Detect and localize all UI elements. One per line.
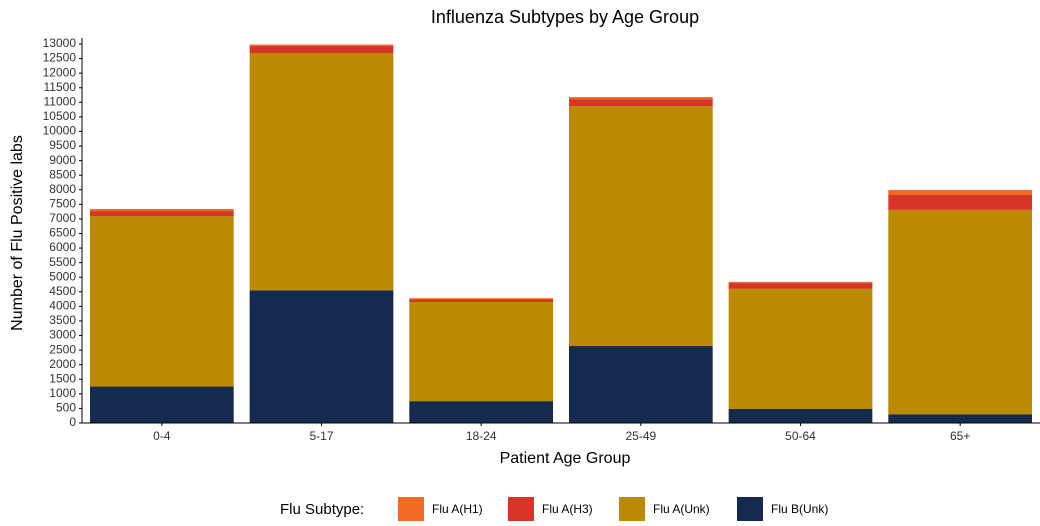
legend-title: Flu Subtype:	[280, 501, 364, 518]
bar-segment	[249, 53, 394, 291]
y-tick-label: 9500	[49, 138, 76, 152]
y-tick-label: 9000	[49, 153, 76, 167]
bar-segment	[89, 209, 234, 212]
bar-segment	[568, 99, 713, 107]
legend-label: Flu A(H3)	[542, 502, 593, 516]
bar-segment	[728, 283, 873, 289]
y-tick-label: 8500	[49, 167, 76, 181]
bar-segment	[888, 209, 1033, 415]
bar-segment	[728, 409, 873, 423]
x-tick-label: 5-17	[309, 429, 333, 443]
y-tick-label: 11000	[44, 94, 77, 108]
bar-segment	[728, 288, 873, 410]
y-tick-label: 7000	[49, 211, 76, 225]
legend-label: Flu A(Unk)	[653, 502, 710, 516]
y-tick-label: 12500	[43, 51, 77, 65]
x-tick-label: 65+	[950, 429, 970, 443]
y-tick-label: 5500	[49, 255, 76, 269]
legend-key	[508, 497, 534, 523]
y-tick-label: 13000	[43, 36, 77, 50]
legend-label: Flu A(H1)	[432, 502, 483, 516]
legend-key	[737, 497, 763, 523]
bar-segment	[568, 346, 713, 423]
x-tick-label: 0-4	[153, 429, 171, 443]
y-tick-label: 5000	[49, 269, 76, 283]
bar-segment	[568, 106, 713, 347]
y-tick-label: 8000	[49, 182, 76, 196]
y-tick-label: 3500	[49, 313, 76, 327]
bar-segment	[249, 44, 394, 47]
bar-segment	[888, 414, 1033, 423]
bar-segment	[89, 216, 234, 387]
y-tick-label: 500	[56, 401, 76, 415]
legend-key	[619, 497, 645, 523]
y-tick-label: 2000	[49, 357, 76, 371]
bar-segment	[249, 46, 394, 54]
x-tick-label: 50-64	[785, 429, 816, 443]
legend-label: Flu B(Unk)	[771, 502, 828, 516]
x-axis-label: Patient Age Group	[500, 450, 631, 467]
y-tick-label: 2500	[49, 342, 76, 356]
bar-segment	[89, 211, 234, 217]
bar-segment	[888, 190, 1033, 196]
bar-segment	[409, 298, 554, 300]
legend-key	[398, 497, 424, 523]
y-tick-label: 4500	[49, 284, 76, 298]
y-tick-label: 1500	[49, 371, 76, 385]
bar-segment	[409, 299, 554, 303]
bar-segment	[568, 97, 713, 100]
y-tick-label: 10000	[43, 124, 77, 138]
bar-segment	[728, 281, 873, 284]
bar-segment	[409, 302, 554, 402]
y-tick-label: 4000	[49, 299, 76, 313]
bar-segment	[249, 290, 394, 423]
y-tick-label: 3000	[49, 328, 76, 342]
bar-segment	[89, 386, 234, 423]
y-axis-label: Number of Flu Positive labs	[9, 135, 26, 331]
y-tick-label: 10500	[43, 109, 77, 123]
y-tick-label: 6500	[49, 226, 76, 240]
bar-segment	[888, 195, 1033, 210]
x-tick-label: 25-49	[625, 429, 656, 443]
y-tick-label: 1000	[49, 386, 76, 400]
y-tick-label: 7500	[49, 197, 76, 211]
x-tick-label: 18-24	[466, 429, 497, 443]
y-tick-label: 12000	[43, 65, 77, 79]
bar-segment	[409, 401, 554, 423]
y-tick-label: 11500	[44, 80, 77, 94]
y-tick-label: 0	[69, 415, 76, 429]
y-tick-label: 6000	[49, 240, 76, 254]
chart-title: Influenza Subtypes by Age Group	[431, 7, 699, 27]
